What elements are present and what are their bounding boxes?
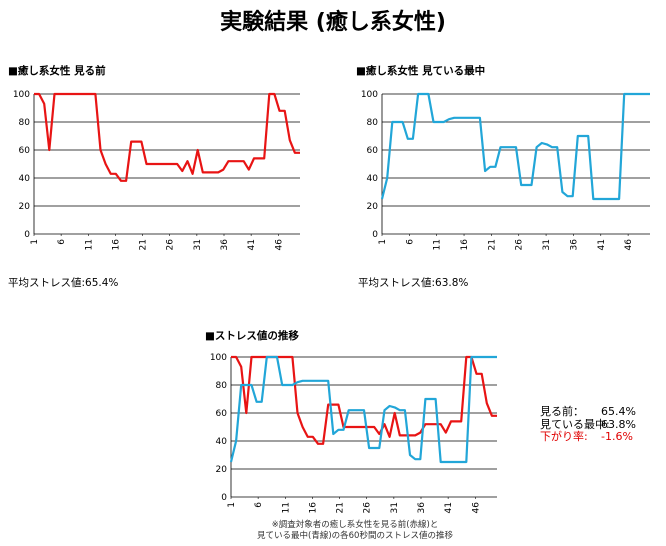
y-tick-label: 0 [372, 230, 378, 240]
chart-before-average: 平均ストレス値:65.4% [8, 277, 119, 289]
y-tick-label: 0 [221, 493, 227, 503]
x-tick-label: 6 [254, 502, 264, 508]
x-tick-label: 31 [390, 502, 400, 513]
x-tick-label: 46 [471, 502, 481, 514]
chart-during-title: ■癒し系女性 見ている最中 [356, 65, 486, 77]
chart-during-average: 平均ストレス値:63.8% [358, 277, 469, 289]
x-tick-label: 1 [30, 239, 40, 245]
y-tick-label: 100 [13, 90, 30, 100]
y-tick-label: 40 [19, 174, 31, 184]
x-tick-label: 46 [274, 239, 284, 251]
x-tick-label: 6 [57, 239, 67, 245]
y-tick-label: 60 [367, 146, 379, 156]
x-tick-label: 41 [444, 502, 454, 513]
y-tick-label: 20 [216, 465, 228, 475]
y-tick-label: 20 [367, 202, 379, 212]
x-tick-label: 26 [363, 502, 373, 514]
series-line-0 [34, 92, 300, 182]
y-tick-label: 60 [19, 146, 31, 156]
series-line-0 [380, 92, 650, 201]
summary-during-row: 見ている最中:63.8% [540, 417, 636, 432]
x-tick-label: 36 [220, 239, 230, 251]
x-tick-label: 31 [193, 239, 203, 250]
x-tick-label: 36 [569, 239, 579, 251]
x-tick-label: 1 [227, 502, 237, 508]
y-tick-label: 80 [216, 381, 228, 391]
summary-before-value: 65.4% [601, 405, 636, 418]
x-tick-label: 26 [166, 239, 176, 251]
chart-before-title: ■癒し系女性 見る前 [8, 65, 106, 77]
y-tick-label: 80 [367, 118, 379, 128]
x-tick-label: 11 [84, 239, 94, 250]
x-tick-label: 46 [624, 239, 634, 251]
y-tick-label: 0 [24, 230, 30, 240]
x-tick-label: 6 [405, 239, 415, 245]
x-tick-label: 31 [542, 239, 552, 250]
y-tick-label: 20 [19, 202, 31, 212]
x-tick-label: 11 [281, 502, 291, 513]
y-tick-label: 100 [361, 90, 378, 100]
footnote-line-2: 見ている最中(青線)の各60秒間のストレス値の推移 [257, 531, 453, 541]
x-tick-label: 1 [378, 239, 388, 245]
x-tick-label: 16 [460, 239, 470, 251]
page-title: 実験結果 (癒し系女性) [220, 10, 446, 35]
footnote: ※調査対象者の癒し系女性を見る前(赤線)と 見ている最中(青線)の各60秒間のス… [200, 520, 510, 542]
x-tick-label: 11 [433, 239, 443, 250]
x-tick-label: 21 [336, 502, 346, 513]
y-tick-label: 80 [19, 118, 31, 128]
summary-before-label: 見る前： [540, 405, 584, 418]
series-line-1 [229, 355, 497, 464]
x-tick-label: 41 [597, 239, 607, 250]
x-tick-label: 36 [417, 502, 427, 514]
y-tick-label: 100 [210, 353, 227, 363]
summary-box: 見る前： 65.4% 見ている最中:63.8% 下がり率: -1.6% [540, 405, 636, 444]
x-tick-label: 41 [247, 239, 257, 250]
summary-drop-row: 下がり率: -1.6% [540, 430, 636, 444]
summary-during-value: 63.8% [601, 417, 636, 431]
summary-drop-value: -1.6% [601, 430, 633, 443]
y-tick-label: 60 [216, 409, 228, 419]
chart-combined-title: ■ストレス値の推移 [205, 330, 299, 342]
series-line-0 [231, 355, 497, 445]
x-tick-label: 16 [111, 239, 121, 251]
summary-before-row: 見る前： 65.4% [540, 405, 636, 419]
summary-drop-label: 下がり率: [540, 430, 588, 443]
footnote-line-1: ※調査対象者の癒し系女性を見る前(赤線)と [271, 520, 439, 530]
y-tick-label: 40 [216, 437, 228, 447]
summary-during-label: 見ている最中: [540, 417, 610, 431]
x-tick-label: 16 [308, 502, 318, 514]
x-tick-label: 26 [515, 239, 525, 251]
y-tick-label: 40 [367, 174, 379, 184]
x-tick-label: 21 [487, 239, 497, 250]
x-tick-label: 21 [139, 239, 149, 250]
